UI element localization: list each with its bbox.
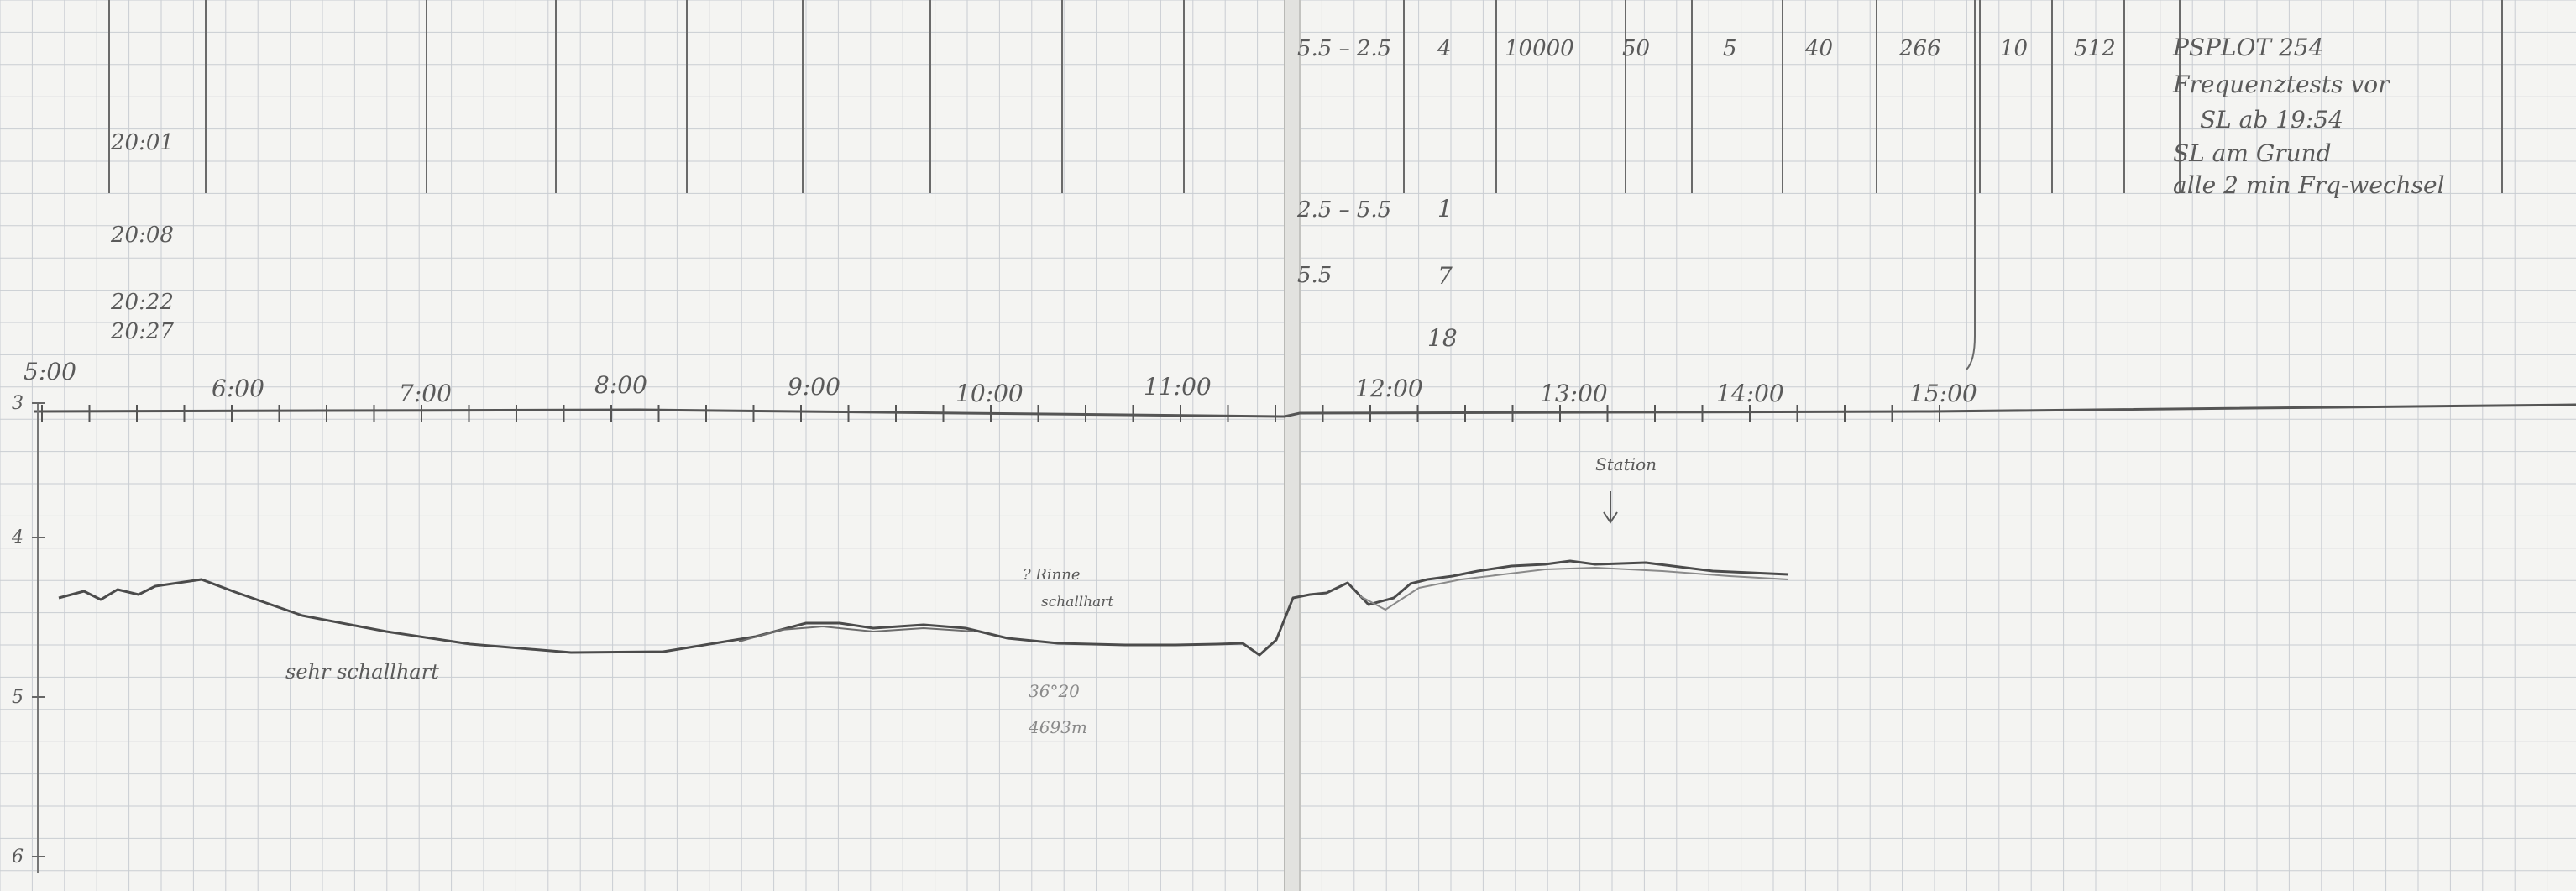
profile-line (58, 559, 1789, 657)
station-label: Station (1595, 454, 1657, 474)
profile-echo (738, 626, 975, 642)
hour-label: 10:00 (956, 380, 1024, 407)
table-cell: 7 (1437, 262, 1453, 290)
note-line: Frequenztests vor (2172, 71, 2390, 98)
note-line: alle 2 min Frq-wechsel (2173, 171, 2445, 199)
time-note: 20:08 (110, 223, 174, 248)
position-note: 36°20 (1029, 681, 1080, 701)
page-gutter (1285, 0, 1300, 891)
table-cell: 5.5 (1297, 263, 1332, 288)
hour-label: 5:00 (24, 358, 76, 385)
table-cell: 512 (2074, 36, 2116, 61)
table-cell: 1 (1437, 195, 1453, 223)
hour-label: 7:00 (399, 380, 452, 407)
table-cell: 18 (1427, 324, 1458, 352)
table-cell: 5 (1723, 36, 1737, 61)
depth-label: 4 (11, 527, 24, 548)
channel-note: ? Rinne (1023, 566, 1081, 584)
table-cell: 10000 (1505, 36, 1574, 61)
table-cell: 40 (1804, 36, 1833, 61)
time-note: 20:22 (110, 290, 174, 315)
depth-label: 3 (12, 393, 24, 414)
depth-label: 6 (12, 846, 24, 867)
axis-ticks (41, 405, 1940, 422)
depth-profile (58, 559, 1789, 657)
recorder-traces (108, 0, 2503, 193)
position-note: 4693m (1028, 717, 1087, 737)
hour-label: 15:00 (1909, 380, 1977, 407)
time-note: 20:27 (110, 319, 174, 344)
note-line: SL ab 19:54 (2200, 106, 2343, 134)
table-cell: 4 (1437, 36, 1452, 61)
table-cell: 50 (1622, 36, 1650, 61)
hour-label: 9:00 (788, 373, 840, 401)
trace-curve (1966, 0, 1976, 370)
table-cell: 2.5 – 5.5 (1296, 197, 1391, 223)
hour-label: 8:00 (594, 371, 647, 399)
table-cell: 266 (1898, 36, 1941, 61)
time-axis-line (33, 403, 2576, 418)
table-cell: 5.5 – 2.5 (1297, 36, 1391, 61)
note-line: SL am Grund (2173, 139, 2332, 167)
table-cell: 10 (2000, 36, 2028, 61)
profile-echo (1359, 567, 1789, 611)
hour-label: 14:00 (1716, 380, 1784, 407)
depth-axis-ticks (32, 402, 45, 857)
note-line: PSPLOT 254 (2172, 34, 2323, 61)
hour-label: 13:00 (1540, 380, 1608, 407)
station-arrow-icon (1603, 491, 1618, 524)
channel-note: schallhart (1041, 594, 1113, 611)
depth-label: 5 (12, 687, 24, 708)
time-note: 20:01 (110, 130, 174, 155)
seafloor-note: sehr schallhart (285, 660, 439, 684)
hour-label: 12:00 (1355, 375, 1423, 402)
hour-label: 11:00 (1144, 373, 1212, 401)
hour-label: 6:00 (212, 375, 264, 402)
